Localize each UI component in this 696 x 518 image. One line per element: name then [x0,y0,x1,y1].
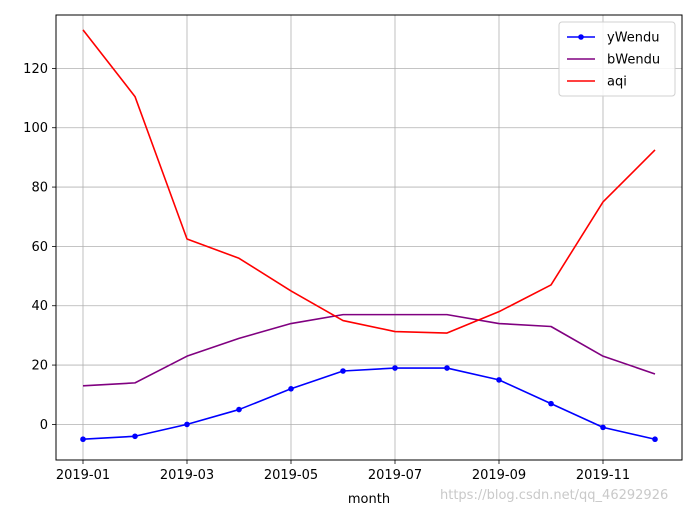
plot-frame [55,14,683,461]
y-tick-label: 20 [31,359,48,374]
x-tick-label: 2019-11 [576,468,630,483]
data-point-yWendu [548,400,554,407]
x-tick-label: 2019-07 [368,468,422,483]
legend: yWendu bWendu aqi [558,21,676,97]
y-tick-label: 80 [31,181,48,196]
data-point-yWendu [236,406,242,413]
legend-label-bWendu: bWendu [607,53,660,68]
y-tick-label: 120 [23,62,48,77]
data-point-yWendu [340,368,346,374]
data-point-yWendu [288,386,294,392]
legend-box [558,21,676,97]
series-line-bWendu [82,313,656,387]
y-tick-label: 0 [40,418,48,433]
data-point-yWendu [652,436,658,443]
y-axis-ticks: 0 20 40 60 80 100 120 [23,62,56,433]
series-layer [80,29,658,443]
data-point-yWendu [184,421,190,428]
data-point-yWendu [132,433,138,440]
data-point-yWendu [496,377,502,383]
x-tick-label: 2019-03 [160,468,214,483]
legend-label-yWendu: yWendu [607,31,660,46]
series-line-yWendu [82,367,656,441]
x-tick-label: 2019-09 [472,468,526,483]
x-axis-label: month [348,492,390,507]
y-tick-label: 40 [31,299,48,314]
series-line-aqi [82,29,656,334]
data-point-yWendu [444,365,450,371]
legend-label-aqi: aqi [607,75,627,90]
y-tick-label: 100 [23,121,48,136]
x-tick-label: 2019-01 [56,468,110,483]
data-point-yWendu [80,436,86,443]
legend-marker-yWendu [578,34,584,40]
data-point-yWendu [392,365,398,371]
data-point-yWendu [600,424,606,431]
y-tick-label: 60 [31,240,48,255]
x-tick-label: 2019-05 [264,468,318,483]
x-axis-ticks: 2019-01 2019-03 2019-05 2019-07 2019-09 2019-… [56,460,630,483]
watermark: https://blog.csdn.net/qq_46292926 [440,488,669,503]
grid [56,15,682,460]
